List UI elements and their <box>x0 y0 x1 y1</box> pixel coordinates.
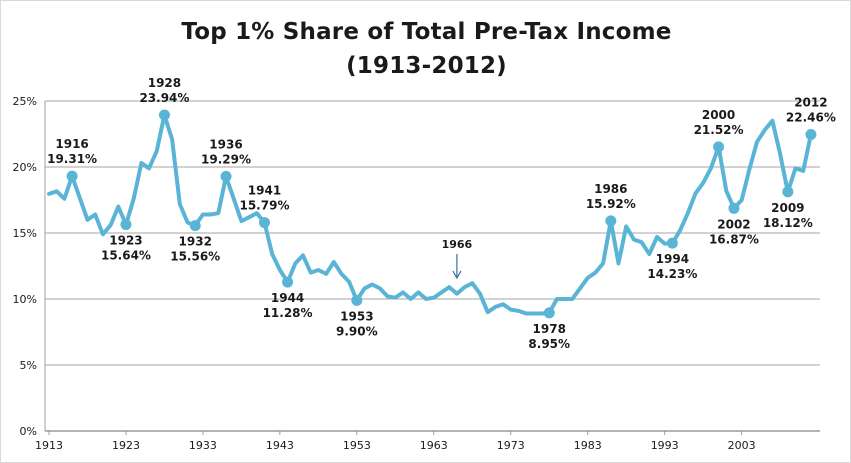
annotation-year-label: 1941 <box>248 184 281 198</box>
annotation-year-label: 1916 <box>55 137 88 151</box>
annotation-year-label: 1994 <box>656 252 689 266</box>
x-tick-label: 2003 <box>728 439 756 452</box>
annotation-value-label: 19.29% <box>201 152 251 166</box>
x-tick-label: 1943 <box>266 439 294 452</box>
data-point-marker <box>713 141 725 153</box>
y-tick-label: 15% <box>13 227 37 240</box>
data-point-marker <box>543 307 555 319</box>
y-tick-label: 0% <box>20 425 37 438</box>
x-tick-label: 1963 <box>420 439 448 452</box>
data-point-marker <box>782 186 794 198</box>
annotation-value-label: 19.31% <box>47 152 97 166</box>
annotation-value-label: 18.12% <box>763 216 813 230</box>
annotation-year-label: 2012 <box>794 96 827 110</box>
data-point-marker <box>351 294 363 306</box>
arrow-annotation-head <box>452 270 462 280</box>
annotation-value-label: 11.28% <box>263 306 313 320</box>
annotation-value-label: 16.87% <box>709 232 759 246</box>
y-tick-label: 25% <box>13 95 37 108</box>
data-point-marker <box>189 220 201 232</box>
x-tick-label: 1973 <box>497 439 525 452</box>
data-point-marker <box>605 215 617 227</box>
annotation-year-label: 1928 <box>148 76 181 90</box>
annotation-value-label: 8.95% <box>528 337 570 351</box>
data-point-marker <box>805 129 817 141</box>
y-tick-label: 10% <box>13 293 37 306</box>
data-point-marker <box>66 170 78 182</box>
annotation-value-label: 21.52% <box>694 123 744 137</box>
annotation-year-label: 1953 <box>340 309 373 323</box>
x-tick-label: 1913 <box>35 439 63 452</box>
chart-title: Top 1% Share of Total Pre-Tax Income <box>181 19 672 45</box>
annotation-value-label: 15.56% <box>170 250 220 264</box>
annotation-year-label: 1923 <box>109 234 142 248</box>
data-point-marker <box>728 202 740 214</box>
data-point-marker <box>666 237 678 249</box>
arrow-annotation-label: 1966 <box>442 238 473 251</box>
annotation-value-label: 23.94% <box>139 91 189 105</box>
annotation-value-label: 22.46% <box>786 111 836 125</box>
data-point-marker <box>220 170 232 182</box>
y-tick-label: 20% <box>13 161 37 174</box>
data-point-marker <box>158 109 170 121</box>
annotation-year-label: 1936 <box>209 137 242 151</box>
y-tick-label: 5% <box>20 359 37 372</box>
annotation-year-label: 1944 <box>271 291 304 305</box>
x-tick-label: 1983 <box>574 439 602 452</box>
chart-subtitle: (1913-2012) <box>346 53 507 79</box>
annotation-year-label: 1932 <box>179 235 212 249</box>
annotation-value-label: 14.23% <box>647 267 697 281</box>
x-tick-label: 1993 <box>651 439 679 452</box>
data-point-marker <box>120 219 132 231</box>
annotation-year-label: 2009 <box>771 201 804 215</box>
x-tick-label: 1923 <box>112 439 140 452</box>
annotation-year-label: 2000 <box>702 108 735 122</box>
annotation-value-label: 9.90% <box>336 324 378 338</box>
x-tick-label: 1953 <box>343 439 371 452</box>
annotation-value-label: 15.64% <box>101 249 151 263</box>
annotation-value-label: 15.79% <box>239 199 289 213</box>
annotation-value-label: 15.92% <box>586 197 636 211</box>
series-line <box>47 113 813 316</box>
annotation-year-label: 1986 <box>594 182 627 196</box>
annotation-year-label: 2002 <box>717 217 750 231</box>
x-tick-label: 1933 <box>189 439 217 452</box>
data-point-marker <box>258 217 270 229</box>
annotation-year-label: 1978 <box>533 322 566 336</box>
data-point-marker <box>282 276 294 288</box>
